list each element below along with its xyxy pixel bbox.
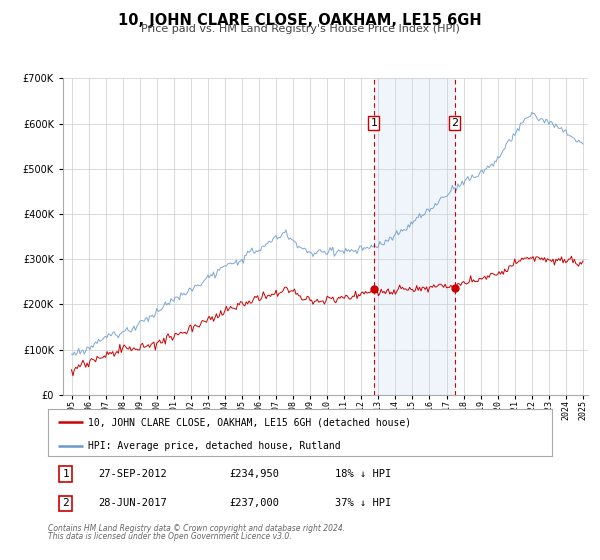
Text: Contains HM Land Registry data © Crown copyright and database right 2024.: Contains HM Land Registry data © Crown c… xyxy=(48,524,345,533)
Text: £237,000: £237,000 xyxy=(229,498,280,508)
Text: 27-SEP-2012: 27-SEP-2012 xyxy=(98,469,167,479)
Text: Price paid vs. HM Land Registry's House Price Index (HPI): Price paid vs. HM Land Registry's House … xyxy=(140,24,460,34)
Point xyxy=(369,284,379,293)
Text: 18% ↓ HPI: 18% ↓ HPI xyxy=(335,469,392,479)
Text: 10, JOHN CLARE CLOSE, OAKHAM, LE15 6GH: 10, JOHN CLARE CLOSE, OAKHAM, LE15 6GH xyxy=(118,13,482,29)
Text: 2: 2 xyxy=(451,118,458,128)
Text: 28-JUN-2017: 28-JUN-2017 xyxy=(98,498,167,508)
Text: HPI: Average price, detached house, Rutland: HPI: Average price, detached house, Rutl… xyxy=(88,441,341,451)
Point xyxy=(450,283,460,292)
Text: 10, JOHN CLARE CLOSE, OAKHAM, LE15 6GH (detached house): 10, JOHN CLARE CLOSE, OAKHAM, LE15 6GH (… xyxy=(88,417,412,427)
Text: 2: 2 xyxy=(62,498,69,508)
Text: 1: 1 xyxy=(370,118,377,128)
Text: £234,950: £234,950 xyxy=(229,469,280,479)
Text: 1: 1 xyxy=(62,469,69,479)
Bar xyxy=(374,78,455,395)
Text: 37% ↓ HPI: 37% ↓ HPI xyxy=(335,498,392,508)
Text: This data is licensed under the Open Government Licence v3.0.: This data is licensed under the Open Gov… xyxy=(48,532,292,541)
